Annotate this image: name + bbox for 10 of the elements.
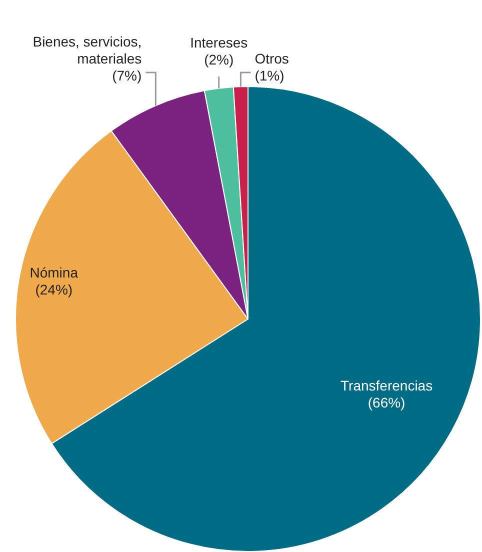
data-label: (24%): [35, 281, 73, 298]
data-label: (1%): [254, 68, 284, 84]
data-label: (2%): [204, 52, 234, 68]
slice-label: Otros: [254, 50, 289, 66]
slice-label: Bienes, servicios, materiales: [32, 34, 142, 66]
slice-label: Intereses: [190, 34, 248, 50]
data-label: (66%): [368, 394, 406, 411]
slice-label: Nómina: [30, 264, 78, 280]
data-label: (7%): [112, 68, 142, 84]
slice-label: Transferencias: [340, 378, 433, 394]
